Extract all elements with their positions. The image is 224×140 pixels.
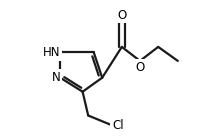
Text: HN: HN — [43, 46, 60, 59]
Text: Cl: Cl — [112, 119, 124, 132]
Text: O: O — [135, 61, 145, 74]
Text: O: O — [117, 9, 126, 22]
Text: N: N — [52, 71, 60, 84]
